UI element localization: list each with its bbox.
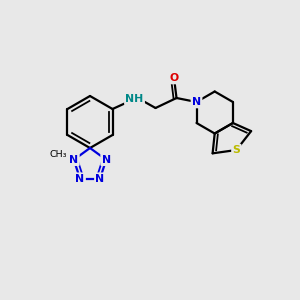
Text: N: N	[102, 155, 111, 165]
Text: CH₃: CH₃	[50, 150, 68, 159]
Text: N: N	[95, 174, 105, 184]
Text: N: N	[75, 174, 85, 184]
Text: NH: NH	[125, 94, 144, 104]
Text: N: N	[69, 155, 78, 165]
Text: O: O	[170, 73, 179, 83]
Text: N: N	[192, 97, 201, 107]
Text: S: S	[232, 145, 240, 155]
